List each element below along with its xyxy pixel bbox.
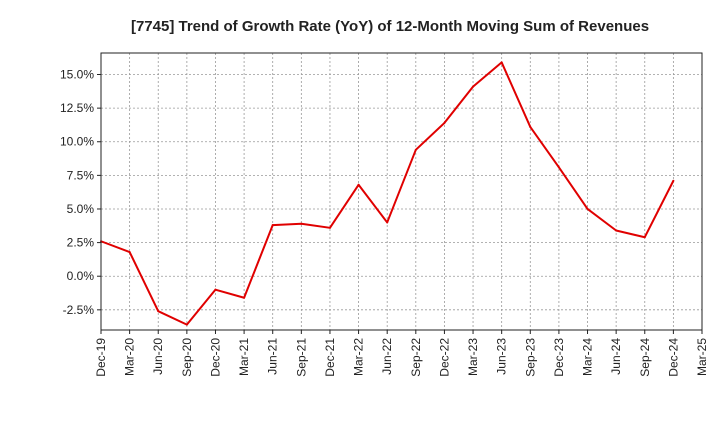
- data-point: [128, 251, 131, 254]
- data-point: [157, 310, 160, 313]
- x-tick-label: Jun-22: [380, 338, 394, 375]
- x-tick-label: Sep-22: [409, 338, 423, 377]
- data-point: [472, 85, 475, 88]
- data-point: [357, 183, 360, 186]
- series-lines: [100, 61, 675, 326]
- x-tick-label: Dec-21: [323, 338, 337, 377]
- x-tick-label: Jun-21: [266, 338, 280, 375]
- x-tick-label: Dec-20: [208, 338, 222, 377]
- y-tick-label: 15.0%: [60, 68, 94, 82]
- y-tick-label: 0.0%: [67, 269, 95, 283]
- x-tick-label: Mar-20: [123, 338, 137, 376]
- x-tick-label: Dec-23: [552, 338, 566, 377]
- data-point: [214, 288, 217, 291]
- data-point: [386, 221, 389, 224]
- data-point: [615, 229, 618, 232]
- y-tick-label: -2.5%: [63, 303, 95, 317]
- data-point: [300, 222, 303, 225]
- data-point: [443, 121, 446, 124]
- data-point: [500, 61, 503, 64]
- y-axis: -2.5% 0.0% 2.5% 5.0% 7.5% 10.0% 12.5% 15.0%: [60, 68, 101, 317]
- x-tick-label: Dec-19: [94, 338, 108, 377]
- x-tick-label: Sep-20: [180, 338, 194, 377]
- data-point: [529, 125, 532, 128]
- data-point: [643, 236, 646, 239]
- data-point: [557, 166, 560, 169]
- y-tick-label: 12.5%: [60, 101, 94, 115]
- x-tick-label: Jun-20: [151, 338, 165, 375]
- x-tick-label: Mar-21: [237, 338, 251, 376]
- x-tick-label: Dec-22: [437, 338, 451, 377]
- data-point: [328, 226, 331, 229]
- plot-area: [101, 53, 702, 330]
- x-tick-label: Mar-23: [466, 338, 480, 376]
- x-tick-label: Sep-21: [294, 338, 308, 377]
- x-axis: Dec-19 Mar-20 Jun-20 Sep-20 Dec-20 Mar-21 Jun-…: [94, 330, 709, 377]
- y-tick-label: 2.5%: [67, 236, 95, 250]
- data-point: [586, 207, 589, 210]
- x-tick-label: Sep-24: [638, 338, 652, 377]
- x-tick-label: Mar-24: [581, 338, 595, 376]
- data-point: [414, 148, 417, 151]
- grid-lines: [101, 53, 702, 330]
- x-tick-label: Mar-22: [352, 338, 366, 376]
- chart-title: [7745] Trend of Growth Rate (YoY) of 12-…: [131, 18, 649, 35]
- x-tick-label: Mar-25: [695, 338, 709, 376]
- data-point: [271, 224, 274, 227]
- data-point: [672, 179, 675, 182]
- y-tick-label: 5.0%: [67, 202, 95, 216]
- x-tick-label: Jun-23: [495, 338, 509, 375]
- x-tick-label: Sep-23: [523, 338, 537, 377]
- y-tick-label: 10.0%: [60, 135, 94, 149]
- x-tick-label: Jun-24: [609, 338, 623, 375]
- data-point: [243, 296, 246, 299]
- x-tick-label: Dec-24: [666, 338, 680, 377]
- y-tick-label: 7.5%: [67, 168, 95, 182]
- plot-frame: [100, 52, 703, 331]
- data-point: [185, 323, 188, 326]
